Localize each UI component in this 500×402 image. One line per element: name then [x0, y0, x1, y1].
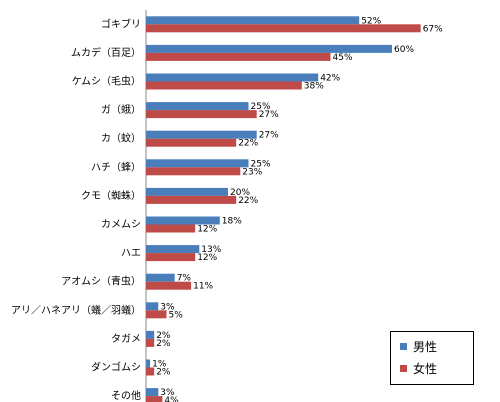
- value-label-male: 25%: [251, 159, 271, 169]
- category-label: ダンゴムシ: [91, 361, 141, 374]
- value-label-male: 52%: [361, 16, 381, 26]
- bar-female: [146, 24, 421, 33]
- value-label-female: 22%: [238, 139, 258, 149]
- bar-female: [146, 167, 241, 176]
- value-label-female: 27%: [259, 110, 279, 120]
- bar-male: [146, 330, 155, 339]
- bar-male: [146, 73, 319, 82]
- bar-male: [146, 245, 200, 254]
- bar-male: [146, 130, 257, 139]
- value-labels-group: 52%67%60%45%42%38%25%27%27%22%25%23%20%2…: [152, 16, 443, 402]
- legend-label-female: 女性: [413, 361, 438, 376]
- value-label-female: 11%: [193, 282, 213, 292]
- bar-male: [146, 359, 151, 368]
- value-label-female: 12%: [197, 253, 217, 263]
- value-label-male: 1%: [152, 360, 167, 370]
- bar-female: [146, 81, 302, 90]
- bar-male: [146, 187, 228, 196]
- category-label: その他: [111, 389, 141, 402]
- bar-female: [146, 253, 196, 262]
- bar-female: [146, 52, 331, 61]
- bar-male: [146, 159, 249, 168]
- category-label: カメムシ: [101, 219, 141, 231]
- value-label-female: 4%: [164, 396, 179, 402]
- bar-male: [146, 44, 392, 53]
- category-label: クモ（蜘蛛）: [81, 189, 141, 202]
- bar-male: [146, 216, 220, 225]
- category-label: ゴキブリ: [101, 17, 141, 30]
- category-label: ガ（蛾）: [101, 103, 141, 116]
- category-label: ハエ: [121, 248, 141, 259]
- value-label-female: 67%: [423, 24, 443, 34]
- value-label-female: 2%: [156, 368, 171, 378]
- category-label: ムカデ（百足）: [71, 46, 141, 59]
- value-label-male: 27%: [259, 131, 279, 141]
- value-label-female: 45%: [333, 53, 353, 63]
- bar-female: [146, 110, 257, 119]
- category-label: アオムシ（青虫）: [61, 275, 141, 288]
- category-label: カ（蚊）: [101, 132, 141, 145]
- bar-female: [146, 396, 163, 402]
- legend-swatch-male: [400, 342, 407, 350]
- value-label-female: 2%: [156, 339, 171, 349]
- value-label-male: 7%: [177, 274, 192, 284]
- value-label-male: 20%: [230, 188, 250, 198]
- bar-female: [146, 338, 155, 347]
- value-label-male: 2%: [156, 331, 171, 341]
- value-label-male: 60%: [394, 45, 414, 55]
- value-label-female: 23%: [242, 167, 262, 177]
- legend-label-male: 男性: [413, 339, 438, 354]
- legend-swatch-female: [400, 364, 407, 372]
- category-label: タガメ: [111, 333, 141, 345]
- bar-female: [146, 138, 237, 147]
- bar-male: [146, 102, 249, 111]
- bars-group: [146, 16, 421, 402]
- bar-female: [146, 367, 155, 376]
- value-label-female: 22%: [238, 196, 258, 206]
- value-label-female: 5%: [169, 310, 184, 320]
- value-label-male: 3%: [160, 302, 175, 312]
- value-label-male: 18%: [222, 217, 242, 227]
- legend-item-female: 女性: [400, 361, 438, 376]
- category-label: ケムシ（毛虫）: [72, 76, 141, 88]
- value-label-male: 25%: [251, 102, 271, 112]
- value-label-male: 42%: [320, 74, 340, 84]
- value-label-female: 38%: [304, 82, 324, 92]
- value-label-male: 13%: [201, 245, 221, 255]
- value-label-male: 3%: [160, 388, 175, 398]
- bar-female: [146, 195, 237, 204]
- legend: 男性 女性: [390, 331, 474, 385]
- bar-female: [146, 310, 167, 319]
- bar-female: [146, 281, 192, 290]
- legend-item-male: 男性: [400, 339, 438, 354]
- bar-male: [146, 16, 360, 25]
- category-label: アリ／ハネアリ（蟻／羽蟻）: [11, 303, 141, 316]
- category-label: ハチ（蜂）: [91, 160, 141, 173]
- bar-female: [146, 224, 196, 233]
- bar-male: [146, 388, 159, 397]
- bar-male: [146, 302, 159, 311]
- value-label-female: 12%: [197, 225, 217, 235]
- bar-male: [146, 273, 175, 282]
